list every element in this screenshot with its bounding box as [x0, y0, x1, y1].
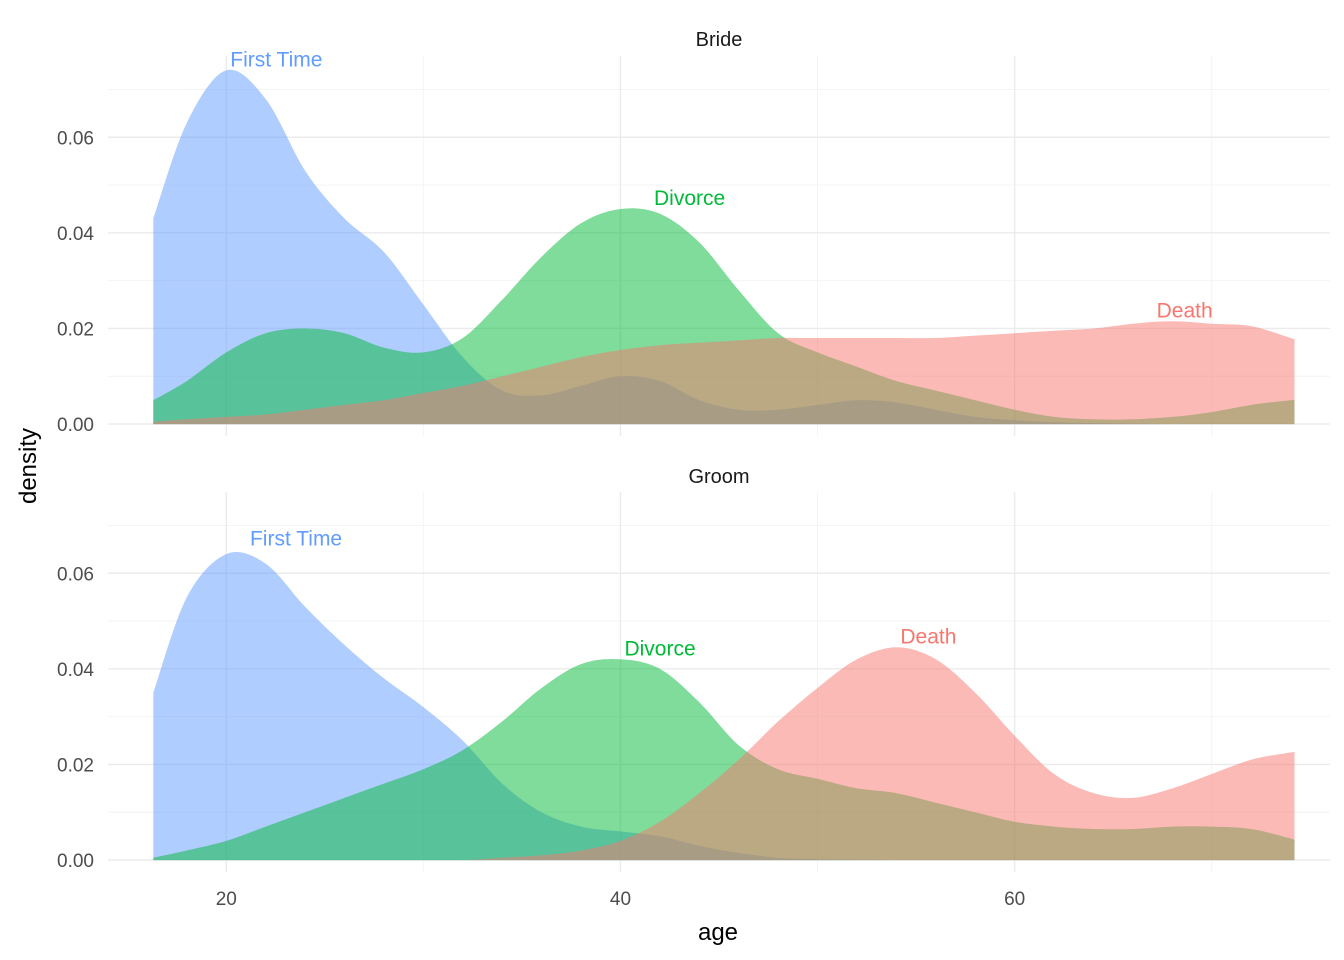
density-area-divorce [153, 208, 1296, 425]
series-label-first-time: First Time [230, 48, 322, 71]
panel-bride: Bride 0.00 0.02 0.04 0.06 First Time Divorce De… [57, 29, 1330, 436]
y-tick-label: 0.00 [57, 851, 94, 872]
x-tick-label: 60 [1004, 889, 1025, 910]
series-label-divorce: Divorce [624, 637, 695, 660]
y-tick-label: 0.06 [57, 564, 94, 585]
x-axis: 20 40 60 [216, 889, 1026, 910]
y-tick-label: 0.04 [57, 660, 94, 681]
facet-strip-title: Groom [688, 466, 749, 488]
facet-panels: Bride 0.00 0.02 0.04 0.06 First Time Divorce De… [57, 29, 1330, 872]
y-tick-label: 0.04 [57, 224, 94, 245]
y-tick-label: 0.02 [57, 755, 94, 776]
series-label-death: Death [900, 625, 956, 648]
density-area-death [153, 321, 1296, 425]
y-tick-label: 0.06 [57, 128, 94, 149]
series-label-first-time: First Time [250, 527, 342, 550]
series-label-divorce: Divorce [654, 187, 725, 210]
density-area-death [153, 647, 1296, 861]
y-tick-label: 0.02 [57, 319, 94, 340]
x-axis-title: age [698, 919, 738, 946]
density-area-first-time [153, 69, 1296, 425]
series-label-death: Death [1157, 299, 1213, 322]
density-area-divorce [153, 659, 1296, 861]
y-axis-title: density [15, 428, 42, 504]
y-tick-label: 0.00 [57, 415, 94, 436]
x-tick-label: 40 [610, 889, 631, 910]
panel-groom: Groom 0.00 0.02 0.04 0.06 First Time Divorce De… [57, 466, 1330, 872]
facet-strip-title: Bride [696, 29, 743, 51]
x-tick-label: 20 [216, 889, 237, 910]
